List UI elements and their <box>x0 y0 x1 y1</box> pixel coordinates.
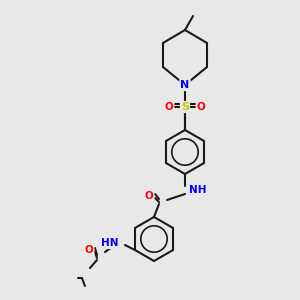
Text: N: N <box>180 80 190 90</box>
Text: HN: HN <box>101 238 119 248</box>
Text: O: O <box>165 102 173 112</box>
Text: O: O <box>196 102 206 112</box>
Text: S: S <box>181 102 189 112</box>
Text: O: O <box>145 191 153 201</box>
Text: O: O <box>85 245 93 255</box>
Text: NH: NH <box>189 185 206 195</box>
